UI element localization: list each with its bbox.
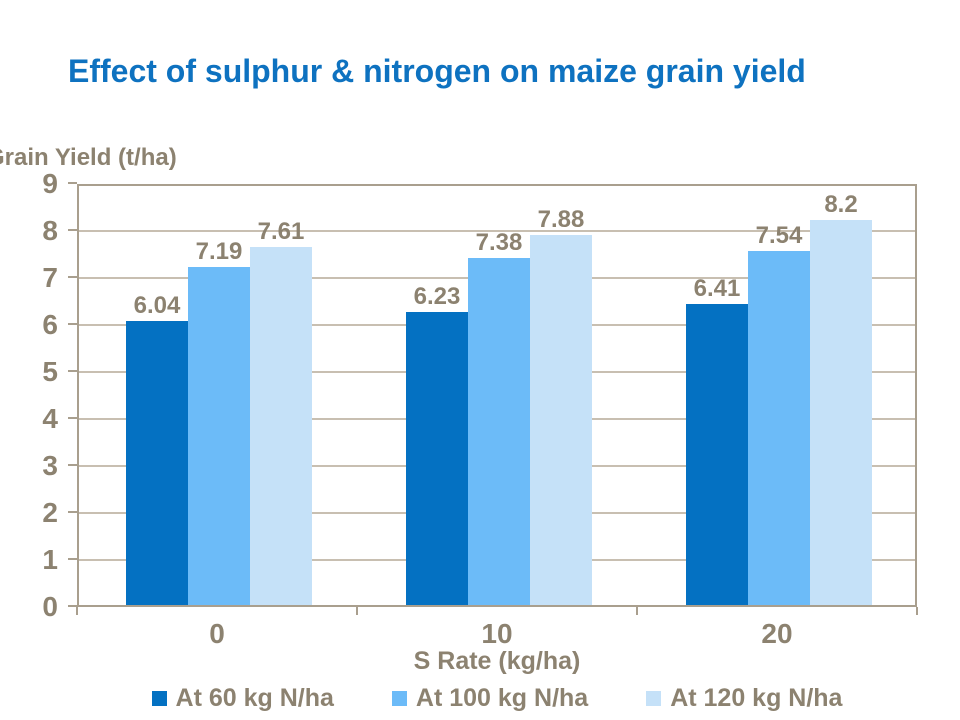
bar-at-60-kg-n/ha-cat-10 xyxy=(406,312,468,605)
y-tick-mark-1 xyxy=(68,558,77,560)
y-tick-label-6: 6 xyxy=(42,309,58,340)
legend-item-at-100-kg-n/ha: At 100 kg N/ha xyxy=(391,684,589,712)
y-tick-mark-3 xyxy=(68,464,77,466)
chart-title: Effect of sulphur & nitrogen on maize gr… xyxy=(68,53,806,89)
bar-at-100-kg-n/ha-cat-0 xyxy=(188,267,250,605)
x-category-label-0: 0 xyxy=(209,618,225,649)
legend-swatch-icon xyxy=(151,690,167,706)
legend-item-at-60-kg-n/ha: At 60 kg N/ha xyxy=(151,684,334,712)
y-tick-label-3: 3 xyxy=(42,450,58,481)
y-tick-mark-2 xyxy=(68,511,77,513)
bar-at-120-kg-n/ha-cat-20 xyxy=(810,220,872,605)
bar-at-100-kg-n/ha-cat-10 xyxy=(468,258,530,605)
y-tick-label-2: 2 xyxy=(42,497,58,528)
y-tick-mark-5 xyxy=(68,370,77,372)
y-tick-mark-4 xyxy=(68,417,77,419)
bar-at-60-kg-n/ha-cat-20 xyxy=(686,304,748,605)
x-tick-mark-1 xyxy=(356,607,358,615)
y-tick-mark-9 xyxy=(68,182,77,184)
bar-at-120-kg-n/ha-cat-0 xyxy=(250,247,312,605)
data-label-10-0: 6.23 xyxy=(413,283,461,310)
y-tick-mark-0 xyxy=(68,605,77,607)
legend-swatch-icon xyxy=(646,690,662,706)
legend-label: At 60 kg N/ha xyxy=(175,684,334,712)
y-tick-mark-8 xyxy=(68,229,77,231)
legend-label: At 100 kg N/ha xyxy=(415,684,589,712)
y-tick-label-5: 5 xyxy=(42,356,58,387)
data-label-20-2: 8.2 xyxy=(824,191,858,218)
bar-at-60-kg-n/ha-cat-0 xyxy=(126,321,188,605)
y-tick-label-1: 1 xyxy=(42,544,58,575)
bar-at-120-kg-n/ha-cat-10 xyxy=(530,235,592,605)
y-tick-label-8: 8 xyxy=(42,215,58,246)
x-axis-title: S Rate (kg/ha) xyxy=(413,647,581,675)
y-tick-label-0: 0 xyxy=(42,591,58,622)
data-label-20-1: 7.54 xyxy=(755,222,803,249)
y-tick-label-9: 9 xyxy=(42,168,58,199)
legend-item-at-120-kg-n/ha: At 120 kg N/ha xyxy=(646,684,842,712)
data-label-0-2: 7.61 xyxy=(257,218,305,245)
x-tick-mark-0 xyxy=(76,607,78,615)
legend-label: At 120 kg N/ha xyxy=(670,684,843,712)
legend-swatch-icon xyxy=(391,690,407,706)
x-category-label-10: 10 xyxy=(481,618,513,649)
gridline-8 xyxy=(79,230,915,232)
plot-area: 6.04 7.19 7.61 6.23 7.38 7.88 6.41 7.54 8.2 xyxy=(77,184,917,607)
y-tick-label-7: 7 xyxy=(42,262,58,293)
data-label-20-0: 6.41 xyxy=(693,275,741,302)
y-tick-mark-7 xyxy=(68,276,77,278)
data-label-10-1: 7.38 xyxy=(475,229,523,256)
data-label-10-2: 7.88 xyxy=(537,206,585,233)
y-tick-mark-6 xyxy=(68,323,77,325)
bar-at-100-kg-n/ha-cat-20 xyxy=(748,251,810,605)
x-category-label-20: 20 xyxy=(761,618,793,649)
y-axis-title: Grain Yield (t/ha) xyxy=(0,144,177,171)
legend: At 60 kg N/ha At 100 kg N/ha At 120 kg N/h… xyxy=(77,684,917,712)
data-label-0-1: 7.19 xyxy=(195,238,243,265)
data-label-0-0: 6.04 xyxy=(133,292,181,319)
x-tick-mark-3 xyxy=(916,607,918,615)
x-tick-mark-2 xyxy=(636,607,638,615)
y-tick-label-4: 4 xyxy=(42,403,58,434)
